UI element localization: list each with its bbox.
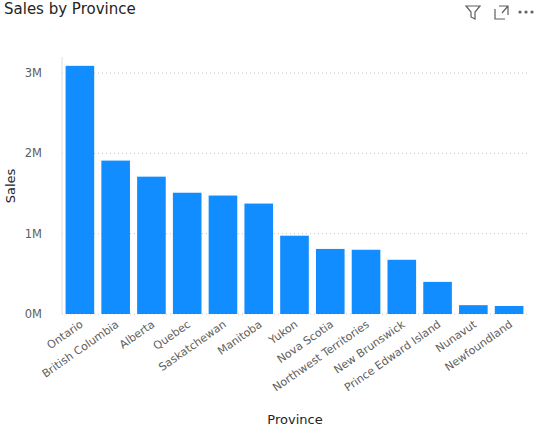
bars	[66, 66, 524, 314]
grid	[62, 73, 527, 314]
bar	[423, 282, 452, 314]
y-tick-label: 3M	[25, 66, 42, 80]
x-tick-label: Alberta	[117, 318, 157, 352]
bar	[388, 260, 417, 314]
bar	[459, 305, 488, 314]
bar	[352, 250, 381, 314]
bar	[66, 66, 95, 314]
y-tick-label: 0M	[25, 307, 42, 321]
chart-title: Sales by Province	[4, 0, 136, 18]
more-dot	[531, 11, 533, 13]
filter-icon	[466, 6, 480, 19]
bar	[244, 204, 273, 314]
x-axis-title: Province	[267, 412, 322, 427]
x-tick-label: Prince Edward Island	[342, 318, 443, 394]
bar	[101, 161, 130, 314]
chart-root: Sales by Province0M1M2M3MOntarioBritish …	[0, 0, 543, 434]
more-dot	[519, 11, 521, 13]
grid-line	[62, 73, 527, 74]
y-tick-label: 1M	[25, 227, 42, 241]
bar	[495, 306, 524, 314]
x-tick-label: Newfoundland	[442, 318, 514, 374]
chart-svg: Sales by Province0M1M2M3MOntarioBritish …	[0, 0, 543, 434]
y-tick-label: 2M	[25, 146, 42, 160]
bar	[280, 236, 309, 314]
more-dot	[525, 11, 527, 13]
bar	[316, 249, 345, 314]
grid-line	[62, 153, 527, 154]
y-axis-title: Sales	[3, 168, 18, 203]
bar	[209, 196, 238, 314]
focus-icon	[495, 6, 508, 19]
bar	[137, 177, 166, 314]
grid-line	[62, 233, 527, 234]
header-icons	[466, 6, 533, 19]
x-tick-label: British Columbia	[40, 318, 122, 381]
y-axis-line	[62, 57, 63, 314]
x-tick-label: Manitoba	[215, 318, 264, 358]
bar	[173, 193, 202, 314]
